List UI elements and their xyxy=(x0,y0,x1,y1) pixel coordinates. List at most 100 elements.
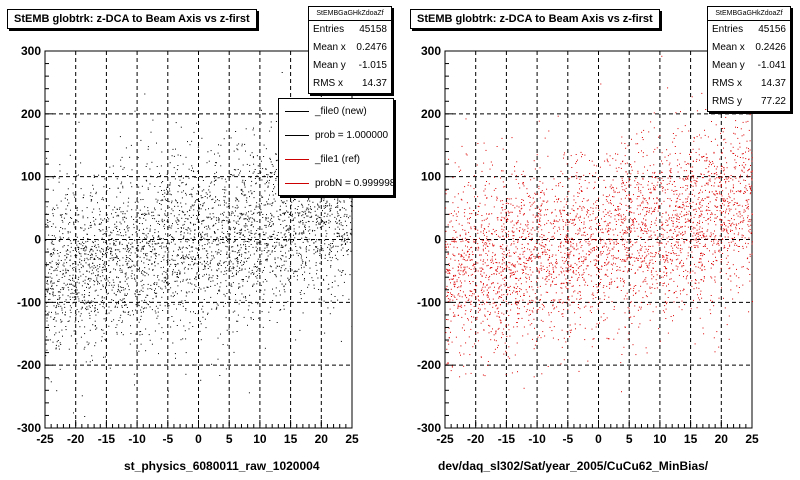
scatter-point xyxy=(215,223,217,225)
scatter-point xyxy=(461,327,463,329)
scatter-point xyxy=(108,325,110,327)
scatter-point xyxy=(137,293,139,295)
scatter-point xyxy=(334,296,336,297)
scatter-point xyxy=(142,287,144,289)
scatter-point xyxy=(192,187,194,189)
scatter-point xyxy=(351,217,353,219)
scatter-point xyxy=(85,309,87,311)
scatter-point xyxy=(492,262,494,264)
scatter-point xyxy=(552,264,554,266)
scatter-point xyxy=(202,311,204,313)
scatter-point xyxy=(272,190,273,192)
scatter-point xyxy=(329,248,331,250)
scatter-point xyxy=(658,251,660,253)
scatter-point xyxy=(62,246,64,248)
scatter-point xyxy=(108,205,110,207)
scatter-point xyxy=(171,208,173,210)
scatter-point xyxy=(137,255,139,257)
scatter-point xyxy=(166,188,167,190)
scatter-point xyxy=(176,274,178,275)
scatter-point xyxy=(537,215,539,217)
scatter-point xyxy=(46,262,47,264)
scatter-point xyxy=(149,339,151,341)
scatter-point xyxy=(185,203,187,205)
scatter-point xyxy=(532,214,534,216)
scatter-point xyxy=(615,167,617,169)
scatter-point xyxy=(190,170,192,172)
scatter-point xyxy=(253,127,254,129)
scatter-point xyxy=(101,297,103,299)
scatter-point xyxy=(486,242,488,244)
scatter-point xyxy=(325,230,327,232)
scatter-point xyxy=(136,306,138,308)
scatter-point xyxy=(73,330,75,332)
scatter-point xyxy=(516,304,518,306)
scatter-point xyxy=(168,305,170,307)
scatter-point xyxy=(200,237,202,239)
scatter-point xyxy=(79,271,81,273)
scatter-point xyxy=(243,239,245,241)
scatter-point xyxy=(67,295,69,297)
scatter-point xyxy=(307,286,309,288)
scatter-point xyxy=(62,288,64,290)
scatter-point xyxy=(660,270,661,272)
scatter-point xyxy=(105,250,107,252)
scatter-point xyxy=(293,200,294,202)
scatter-point xyxy=(300,293,302,295)
scatter-point xyxy=(127,201,129,203)
scatter-point xyxy=(190,246,192,248)
scatter-point xyxy=(677,206,679,208)
scatter-point xyxy=(100,218,102,220)
scatter-point xyxy=(130,267,132,269)
scatter-point xyxy=(115,240,117,242)
scatter-point xyxy=(237,245,239,247)
scatter-point xyxy=(149,241,151,243)
scatter-point xyxy=(146,227,148,229)
scatter-point xyxy=(232,266,234,268)
scatter-point xyxy=(274,242,276,243)
scatter-point xyxy=(116,255,118,257)
scatter-point xyxy=(233,267,235,268)
scatter-point xyxy=(256,241,258,243)
scatter-point xyxy=(104,241,106,243)
scatter-point xyxy=(154,330,156,332)
scatter-point xyxy=(67,321,69,322)
scatter-point xyxy=(341,240,343,242)
scatter-point xyxy=(105,320,107,322)
scatter-point xyxy=(234,231,236,233)
scatter-point xyxy=(167,259,169,261)
scatter-point xyxy=(534,257,536,259)
scatter-point xyxy=(282,246,284,248)
scatter-point xyxy=(656,147,658,149)
scatter-point xyxy=(116,262,118,264)
scatter-point xyxy=(689,241,691,243)
scatter-point xyxy=(164,228,165,230)
scatter-point xyxy=(66,194,68,195)
scatter-point xyxy=(280,270,282,272)
scatter-point xyxy=(567,271,569,273)
scatter-point xyxy=(279,294,281,296)
scatter-point xyxy=(229,237,231,239)
scatter-point xyxy=(153,215,155,217)
scatter-point xyxy=(667,198,669,199)
scatter-point xyxy=(146,213,148,215)
scatter-point xyxy=(280,200,282,202)
scatter-point xyxy=(88,342,90,344)
scatter-point xyxy=(46,317,48,319)
scatter-point xyxy=(198,244,200,246)
scatter-point xyxy=(271,214,273,216)
scatter-point xyxy=(56,341,58,343)
scatter-point xyxy=(232,263,234,265)
scatter-point xyxy=(61,220,63,221)
scatter-point xyxy=(126,256,127,258)
scatter-point xyxy=(559,211,561,213)
scatter-point xyxy=(301,233,303,235)
scatter-point xyxy=(267,203,269,205)
scatter-point xyxy=(529,309,531,311)
scatter-point xyxy=(53,235,55,237)
scatter-point xyxy=(89,361,91,363)
scatter-point xyxy=(665,273,667,275)
scatter-point xyxy=(52,293,54,295)
scatter-point xyxy=(276,265,278,267)
scatter-point xyxy=(675,290,677,292)
